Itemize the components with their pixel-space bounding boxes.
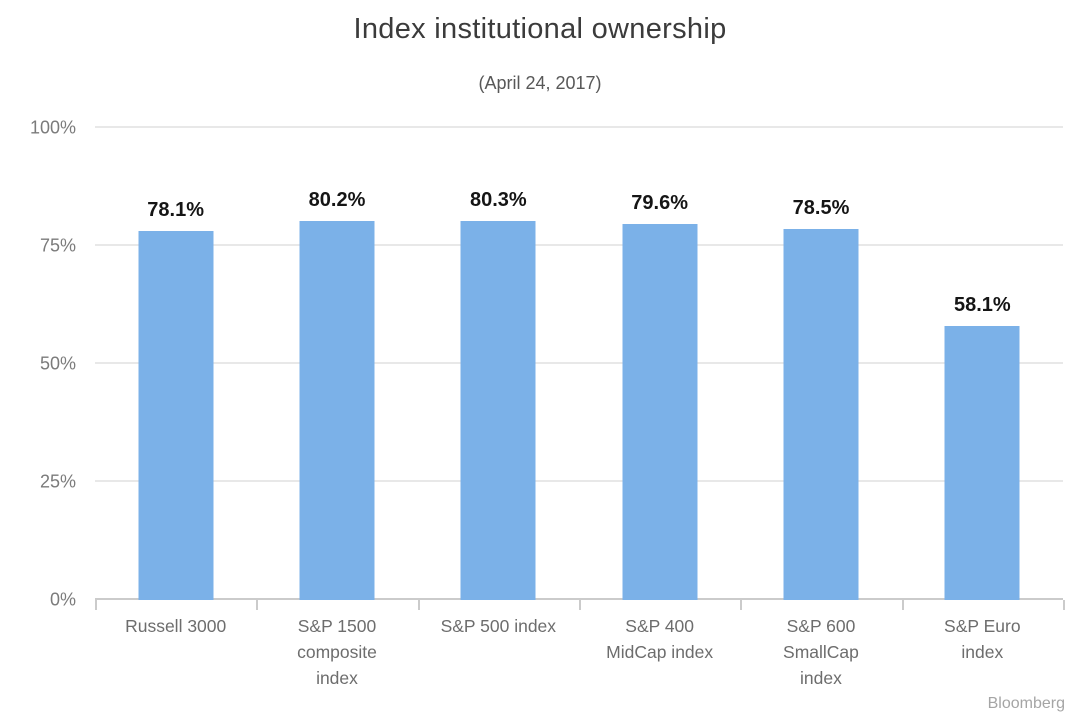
y-axis-tick-label: 50% — [39, 353, 76, 374]
y-axis-tick-label: 0% — [49, 589, 76, 610]
x-axis-category-label: Russell 3000 — [125, 616, 227, 636]
gridline — [95, 480, 1063, 482]
plot-area: 0% 25% 50% 75% 100% 78.1% 80.2% 80.3% 79.6% 78.5%… — [30, 118, 1065, 610]
bar-value-label: 58.1% — [953, 293, 1011, 316]
x-axis-tick — [417, 600, 420, 610]
gridline — [95, 244, 1063, 246]
gridline — [95, 126, 1063, 128]
bar — [783, 229, 859, 600]
x-axis-category-label: S&P 600 SmallCap index — [783, 616, 859, 688]
bar-value-label: 78.5% — [792, 197, 850, 220]
bar — [944, 325, 1020, 600]
x-axis-category-label: S&P 400 MidCap index — [606, 616, 714, 662]
x-axis-tick — [740, 600, 743, 610]
x-axis-tick — [901, 600, 904, 610]
gridline — [95, 362, 1063, 364]
x-axis-labels: Russell 3000 S&P 1500 composite index S&P 50… — [95, 613, 1063, 691]
y-axis-tick-label: 100% — [29, 117, 76, 138]
x-axis-tick — [95, 600, 97, 610]
bar — [460, 220, 536, 600]
bar-value-label: 80.2% — [308, 189, 366, 212]
y-axis-tick-label: 75% — [39, 235, 76, 256]
bar-value-label: 78.1% — [147, 199, 205, 222]
bar-value-label: 80.3% — [469, 188, 527, 211]
chart-subtitle: (April 24, 2017) — [478, 73, 602, 93]
x-axis-category-label: S&P Euro index — [944, 616, 1021, 662]
x-axis-tick — [256, 600, 259, 610]
x-axis-tick — [1063, 600, 1065, 610]
bar — [299, 221, 375, 600]
x-axis-tick — [579, 600, 581, 610]
bar-value-label: 79.6% — [631, 192, 689, 215]
bar — [622, 224, 698, 600]
chart-title: Index institutional ownership — [353, 13, 727, 45]
source-label: Bloomberg — [987, 695, 1065, 712]
x-axis-category-label: S&P 500 index — [440, 616, 557, 636]
y-axis-tick-label: 25% — [39, 471, 76, 492]
x-axis-line — [95, 598, 1063, 600]
x-axis-category-label: S&P 1500 composite index — [297, 616, 377, 688]
bar — [138, 231, 214, 600]
